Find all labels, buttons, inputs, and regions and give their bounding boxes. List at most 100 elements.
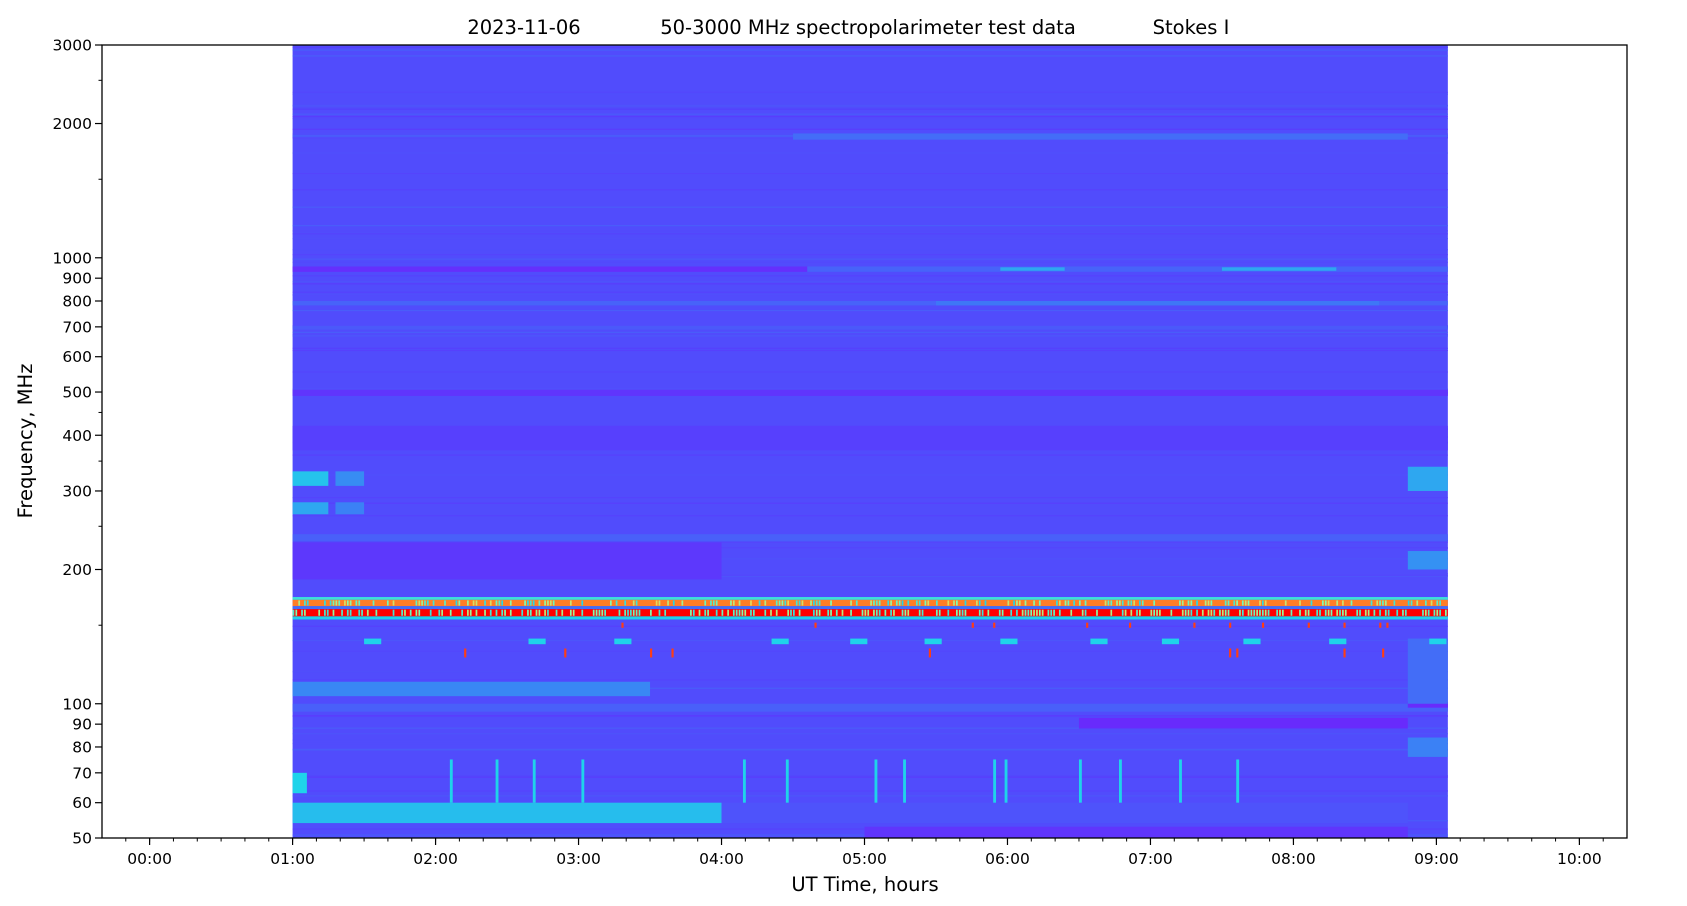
band-speckle (1110, 600, 1113, 606)
texture-line (292, 249, 1448, 251)
x-tick-label: 06:00 (985, 850, 1030, 868)
feature-band (1407, 737, 1448, 757)
interference-dot (671, 648, 674, 658)
band-speckle (873, 600, 875, 606)
band-speckle (632, 609, 635, 616)
band-speckle (1396, 609, 1399, 616)
interference-dot (1086, 622, 1089, 628)
interference-spike (581, 759, 585, 803)
band-speckle (658, 609, 661, 616)
band-speckle (498, 600, 501, 606)
band-speckle (1130, 600, 1133, 606)
band-speckle (392, 600, 395, 606)
texture-line (292, 113, 1448, 115)
y-tick-label: 900 (62, 270, 92, 288)
band-speckle (1081, 609, 1084, 616)
band-speckle (1304, 609, 1307, 616)
band-speckle (1299, 609, 1301, 616)
band-speckle (1133, 600, 1136, 606)
band-speckle (956, 600, 958, 606)
y-tick-label: 400 (62, 427, 92, 445)
band-speckle (764, 600, 767, 606)
band-speckle (1210, 609, 1213, 616)
band-speckle (1439, 609, 1441, 616)
band-speckle (524, 600, 526, 606)
band-speckle (615, 600, 618, 606)
x-tick-label: 10:00 (1557, 850, 1602, 868)
band-speckle (1250, 609, 1253, 616)
interference-spike (1004, 759, 1008, 803)
band-speckle (547, 609, 549, 616)
interference-spike (993, 759, 997, 803)
band-speckle (1213, 609, 1216, 616)
interference-dot (1229, 622, 1232, 628)
band-speckle (552, 600, 555, 606)
band-speckle (958, 609, 961, 616)
band-speckle (1267, 609, 1270, 616)
band-speckle (424, 600, 426, 606)
band-speckle (569, 600, 572, 606)
y-axis: 3000 2000 1000 900 800 700 600 500 400 300 200 100 9… (53, 37, 102, 848)
interference-dot (1229, 648, 1232, 658)
band-speckle (501, 600, 504, 606)
band-speckle (1156, 609, 1158, 616)
texture-line (292, 230, 1448, 232)
feature-band (292, 325, 1448, 330)
band-speckle (715, 609, 718, 616)
texture-line (292, 739, 1448, 741)
texture-line (292, 152, 1448, 154)
texture-line (292, 117, 1448, 120)
band-speckle (878, 600, 881, 606)
feature-band (292, 597, 1448, 600)
band-speckle (787, 609, 790, 616)
band-speckle (415, 609, 418, 616)
band-speckle (947, 609, 950, 616)
band-speckle (1319, 609, 1321, 616)
band-speckle (1290, 609, 1293, 616)
band-speckle (1130, 609, 1133, 616)
band-speckle (987, 609, 990, 616)
title-stokes: Stokes I (1153, 16, 1230, 39)
band-speckle (1207, 609, 1210, 616)
band-speckle (1038, 600, 1041, 606)
texture-line (292, 776, 1448, 778)
feature-band (292, 425, 1448, 451)
band-speckle (1322, 600, 1324, 606)
feature-band (292, 542, 722, 580)
interference-dot (814, 622, 817, 628)
band-speckle (961, 609, 964, 616)
band-speckle (418, 609, 421, 616)
band-speckle (781, 600, 784, 606)
band-speckle (1236, 600, 1238, 606)
texture-line (292, 558, 1448, 560)
band-speckle (624, 609, 627, 616)
x-tick-label: 05:00 (842, 850, 887, 868)
band-speckle (738, 609, 741, 616)
band-speckle (815, 609, 818, 616)
band-speckle (1339, 609, 1341, 616)
band-speckle (1056, 600, 1058, 606)
band-speckle (704, 600, 707, 606)
feature-band (292, 772, 307, 794)
band-speckle (707, 609, 709, 616)
texture-line (292, 105, 1448, 107)
band-speckle (484, 600, 486, 606)
interference-blob (924, 638, 942, 645)
band-speckle (1227, 609, 1230, 616)
band-speckle (1261, 609, 1264, 616)
band-speckle (455, 600, 458, 606)
band-speckle (1050, 609, 1053, 616)
band-speckle (938, 609, 941, 616)
y-tick-label: 500 (62, 384, 92, 402)
band-speckle (918, 600, 921, 606)
texture-line (292, 540, 1448, 542)
band-speckle (1241, 609, 1244, 616)
band-speckle (632, 600, 635, 606)
texture-line (292, 233, 1448, 235)
band-speckle (953, 600, 955, 606)
band-speckle (1427, 609, 1430, 616)
texture-line (292, 371, 1448, 373)
band-speckle (870, 600, 872, 606)
band-speckle (984, 600, 987, 606)
band-speckle (875, 609, 878, 616)
